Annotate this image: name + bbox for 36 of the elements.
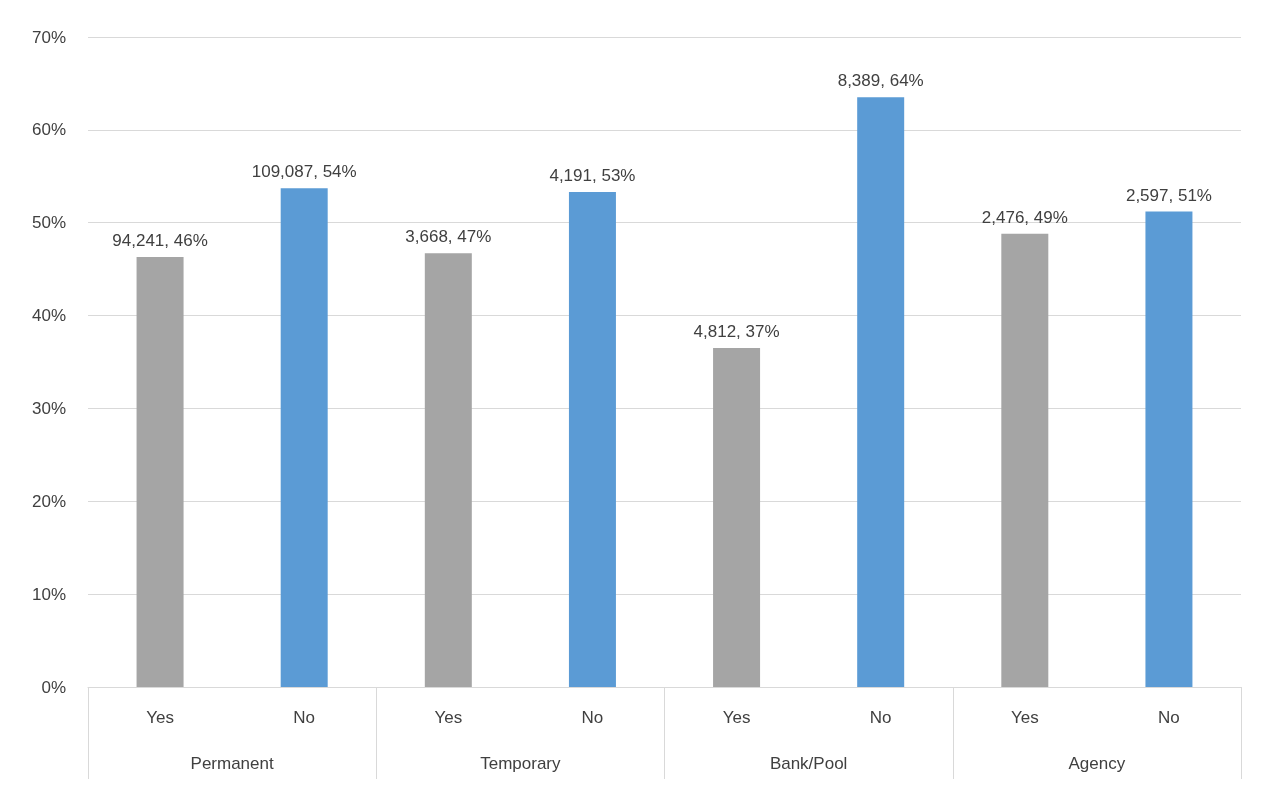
text: Bank/Pool — [769, 754, 848, 773]
x-tick-label: No — [581, 708, 604, 727]
y-tick-label: 60% — [31, 120, 66, 140]
bar — [713, 348, 761, 687]
y-tick-label: 10% — [31, 584, 66, 604]
text: Temporary — [480, 754, 562, 773]
x-tick-label: Yes — [434, 708, 463, 727]
text: Agency — [1068, 754, 1126, 773]
data-label: 2,476, 49% — [981, 207, 1068, 227]
y-tick-label: 70% — [31, 27, 66, 47]
bar — [280, 188, 328, 687]
bar — [136, 257, 184, 687]
x-tick-label: Yes — [1010, 708, 1039, 727]
text: Permanent — [190, 754, 274, 773]
data-label: 109,087, 54% — [251, 162, 357, 182]
bar — [857, 97, 905, 687]
data-label: 4,812, 37% — [693, 322, 780, 342]
data-label: 4,191, 53% — [549, 166, 636, 186]
x-tick-label: No — [293, 708, 316, 727]
y-tick-label: 30% — [31, 398, 66, 418]
bar — [568, 192, 616, 687]
data-label: 3,668, 47% — [405, 227, 492, 247]
y-tick-label: 20% — [31, 491, 66, 511]
bar — [1001, 233, 1049, 687]
bar — [1145, 211, 1193, 687]
data-label: 2,597, 51% — [1125, 185, 1212, 205]
x-tick-label: No — [869, 708, 892, 727]
y-tick-label: 40% — [31, 306, 66, 326]
data-label: 8,389, 64% — [837, 71, 924, 91]
y-tick-label: 0% — [41, 677, 66, 697]
bar — [424, 253, 472, 687]
data-label: 94,241, 46% — [112, 231, 208, 251]
x-tick-label: No — [1158, 708, 1180, 727]
y-tick-label: 50% — [31, 213, 66, 233]
x-tick-label: Yes — [146, 708, 174, 727]
x-tick-label: Yes — [722, 708, 751, 727]
